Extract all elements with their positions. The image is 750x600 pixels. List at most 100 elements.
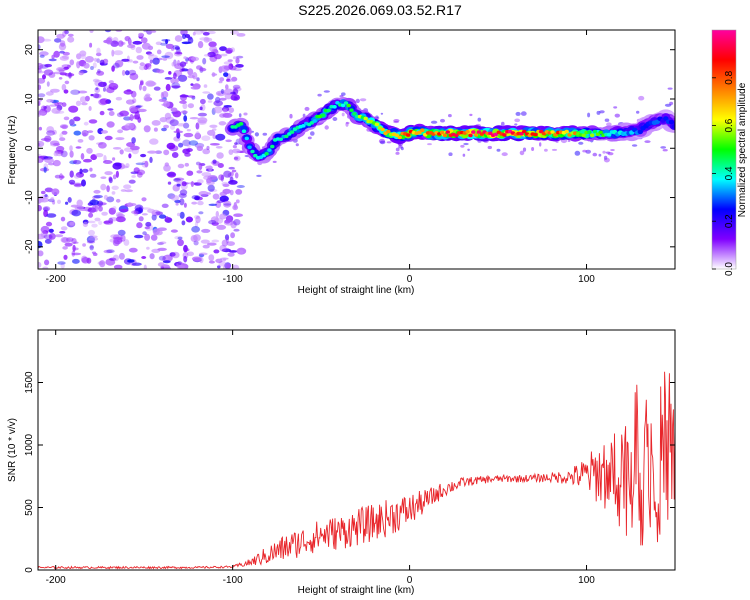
noise-speckle — [51, 188, 60, 196]
noise-speckle — [114, 60, 124, 68]
noise-speckle — [38, 110, 42, 117]
noise-speckle — [71, 209, 81, 217]
noise-speckle — [219, 244, 227, 252]
noise-speckle — [50, 197, 55, 201]
noise-speckle — [209, 124, 218, 128]
noise-speckle — [190, 83, 194, 86]
noise-speckle — [235, 57, 240, 64]
ridge-mark — [564, 129, 569, 134]
noise-speckle — [90, 93, 94, 97]
noise-speckle — [212, 159, 217, 164]
noise-speckle — [82, 168, 89, 173]
ridge-mark — [247, 145, 252, 150]
noise-speckle — [208, 165, 213, 172]
noise-speckle — [115, 96, 123, 101]
noise-speckle — [239, 250, 244, 254]
ridge-speckle — [467, 148, 470, 151]
noise-speckle — [193, 182, 202, 186]
noise-speckle — [44, 63, 52, 68]
noise-speckle — [196, 122, 200, 130]
noise-speckle — [61, 83, 67, 91]
noise-speckle — [146, 81, 157, 87]
noise-speckle — [171, 152, 179, 158]
ridge-speckle — [515, 111, 521, 116]
noise-speckle — [109, 217, 118, 222]
noise-speckle — [221, 248, 232, 253]
noise-speckle — [232, 145, 237, 149]
ridge-mark — [445, 130, 450, 134]
noise-speckle — [103, 194, 108, 200]
ridge-mark — [332, 105, 337, 109]
noise-speckle — [108, 217, 114, 224]
noise-speckle — [98, 81, 107, 88]
noise-speckle — [128, 247, 138, 253]
noise-speckle — [47, 162, 55, 166]
noise-speckle — [221, 181, 229, 186]
ridge-speckle — [519, 150, 525, 156]
noise-speckle — [227, 252, 235, 257]
noise-speckle — [201, 172, 212, 177]
noise-speckle — [233, 228, 240, 232]
noise-speckle — [157, 262, 165, 267]
ridge-mark — [671, 124, 675, 129]
ridge-mark — [340, 103, 346, 108]
noise-speckle — [192, 31, 196, 36]
ridge-mark — [289, 130, 295, 134]
noise-speckle — [89, 235, 98, 238]
noise-speckle — [49, 234, 53, 241]
colorbar-tick-label: 0.6 — [724, 118, 735, 132]
noise-speckle — [209, 45, 218, 52]
ridge-speckle — [262, 132, 268, 136]
ridge-speckle — [307, 136, 312, 140]
noise-speckle — [79, 168, 83, 175]
noise-speckle — [117, 40, 124, 47]
noise-speckle — [169, 252, 176, 257]
noise-speckle — [205, 37, 213, 42]
noise-speckle — [99, 98, 109, 105]
noise-speckle — [38, 126, 43, 131]
noise-speckle — [145, 51, 152, 55]
ridge-mark — [284, 134, 289, 139]
x-tick-label: 100 — [578, 575, 595, 586]
noise-speckle — [134, 234, 144, 239]
noise-speckle — [203, 84, 208, 88]
noise-speckle — [59, 40, 66, 47]
ridge-speckle — [539, 142, 542, 147]
noise-speckle — [189, 117, 199, 120]
noise-speckle — [187, 36, 193, 40]
noise-speckle — [97, 69, 101, 74]
ridge-speckle — [636, 110, 640, 114]
noise-speckle — [95, 52, 102, 57]
noise-speckle — [187, 103, 194, 109]
ridge-mark — [312, 119, 317, 123]
noise-speckle — [127, 259, 135, 263]
noise-speckle — [59, 55, 69, 61]
colorbar-tick-label: 0.8 — [724, 70, 735, 84]
noise-speckle — [44, 157, 54, 164]
noise-speckle — [76, 61, 81, 69]
noise-speckle — [219, 77, 225, 82]
ridge-speckle — [395, 147, 400, 152]
noise-speckle — [81, 257, 90, 264]
noise-speckle — [38, 204, 42, 212]
noise-speckle — [200, 239, 210, 244]
noise-speckle — [88, 119, 98, 124]
noise-speckle — [197, 120, 207, 125]
noise-speckle — [182, 139, 191, 147]
noise-speckle — [210, 216, 219, 224]
noise-speckle — [146, 30, 153, 35]
noise-speckle — [59, 231, 66, 234]
noise-speckle — [179, 94, 189, 98]
noise-speckle — [54, 234, 64, 238]
noise-speckle — [195, 131, 201, 139]
noise-speckle — [40, 225, 50, 234]
noise-speckle — [67, 33, 74, 37]
ridge-speckle — [501, 121, 505, 127]
noise-speckle — [197, 117, 208, 124]
noise-speckle — [175, 78, 179, 84]
ridge-speckle — [531, 147, 535, 151]
noise-speckle — [72, 244, 76, 252]
noise-speckle — [156, 69, 165, 74]
noise-speckle — [71, 252, 82, 256]
noise-speckle — [167, 181, 172, 185]
